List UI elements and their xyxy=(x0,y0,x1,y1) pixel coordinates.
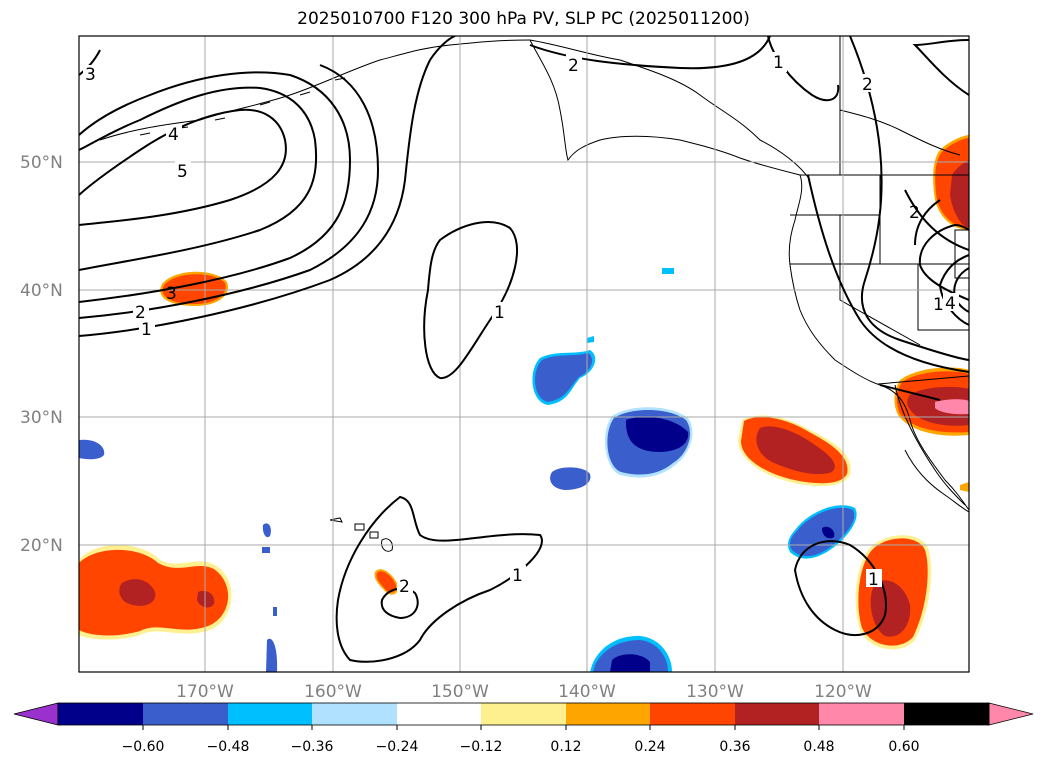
contour-line xyxy=(904,189,969,251)
colorbar-extend-max xyxy=(988,702,1034,726)
pv-negative-region xyxy=(266,638,278,672)
colorbar-segment xyxy=(566,703,650,725)
colorbar-segment xyxy=(819,703,904,725)
contour-label: 1 xyxy=(868,570,879,590)
colorbar-tick-label: −0.36 xyxy=(291,739,334,755)
pv-strong-negative-region xyxy=(822,526,835,539)
colorbar-tick-label: 0.60 xyxy=(888,739,919,755)
pv-strong-negative-region xyxy=(610,654,650,672)
latitude-labels: 50°N 40°N 30°N 20°N xyxy=(20,153,63,556)
contour-label: 4 xyxy=(945,294,956,314)
colorbar-tick-label: 0.24 xyxy=(634,739,665,755)
longitude-labels: 170°W 160°W 150°W 140°W 130°W 120°W xyxy=(176,682,872,702)
colorbar-segment xyxy=(228,703,312,725)
contour-line xyxy=(807,174,969,373)
slp-contours xyxy=(79,36,969,663)
pv-negative-region xyxy=(662,268,674,274)
colorbar-tick-label: −0.60 xyxy=(122,739,165,755)
contour-line xyxy=(79,49,101,76)
colorbar-tick-label: 0.12 xyxy=(550,739,581,755)
lat-label: 40°N xyxy=(20,281,63,301)
pv-extreme-region xyxy=(935,399,969,415)
pv-negative-region xyxy=(587,336,594,343)
lon-label: 130°W xyxy=(686,682,744,702)
colorbar-segment xyxy=(904,703,989,725)
colorbar-tick-label: 0.48 xyxy=(803,739,834,755)
pv-positive-region xyxy=(960,482,969,492)
lat-label: 50°N xyxy=(20,153,63,173)
contour-labels: 3 4 5 3 2 1 1 2 1 2 2 4 1 2 1 xyxy=(83,52,959,597)
contour-label: 1 xyxy=(141,320,152,340)
contour-line xyxy=(849,36,969,361)
contour-label: 1 xyxy=(494,303,505,323)
pv-positive-region xyxy=(376,571,397,593)
pv-shading xyxy=(79,135,969,672)
pv-strong-region xyxy=(119,579,156,606)
contour-line xyxy=(423,221,518,380)
colorbar-segment xyxy=(58,703,143,725)
lat-label: 20°N xyxy=(20,536,63,556)
coastlines xyxy=(99,36,969,552)
colorbar-tick-label: −0.24 xyxy=(376,739,419,755)
map-title: 2025010700 F120 300 hPa PV, SLP PC (2025… xyxy=(297,9,750,29)
contour-line xyxy=(914,199,941,246)
lon-label: 160°W xyxy=(304,682,362,702)
plot-border xyxy=(78,35,970,673)
colorbar-segment xyxy=(312,703,397,725)
contour-line xyxy=(79,86,318,271)
lat-label: 30°N xyxy=(20,408,63,428)
contour-label: 5 xyxy=(177,162,188,182)
colorbar-ticks xyxy=(142,725,905,730)
pv-negative-region xyxy=(273,607,277,616)
contour-label: 1 xyxy=(933,295,944,315)
lon-label: 150°W xyxy=(431,682,489,702)
contour-line xyxy=(793,540,887,636)
contour-label: 1 xyxy=(512,566,523,586)
contour-label: 2 xyxy=(862,75,873,95)
lon-label: 120°W xyxy=(814,682,872,702)
contour-label: 2 xyxy=(399,577,410,597)
contour-label: 2 xyxy=(135,303,146,323)
pv-strong-negative-region xyxy=(625,416,689,452)
contour-line xyxy=(938,254,969,326)
pv-strong-region xyxy=(950,160,969,228)
colorbar-segment xyxy=(735,703,819,725)
pv-strong-region xyxy=(197,590,215,608)
colorbar-tick-label: −0.12 xyxy=(460,739,503,755)
graticule xyxy=(79,36,969,672)
colorbar-segment xyxy=(397,703,481,725)
colorbar-tick-label: −0.48 xyxy=(207,739,250,755)
pv-negative-region xyxy=(79,439,105,460)
colorbar-extend-min xyxy=(13,702,59,726)
contour-line xyxy=(79,64,380,319)
colorbar: −0.60 −0.48 −0.36 −0.24 −0.12 0.12 0.24 … xyxy=(13,702,1034,755)
colorbar-tick-label: 0.36 xyxy=(719,739,750,755)
colorbar-segment xyxy=(650,703,735,725)
lon-label: 170°W xyxy=(176,682,234,702)
contour-label: 3 xyxy=(166,284,177,304)
lon-label: 140°W xyxy=(558,682,616,702)
pv-strong-region xyxy=(756,426,835,475)
contour-line xyxy=(912,39,969,96)
colorbar-segment xyxy=(481,703,566,725)
contour-line xyxy=(879,384,941,401)
pv-negative-region xyxy=(262,547,270,553)
pv-negative-region xyxy=(789,507,855,557)
contour-line xyxy=(79,108,287,226)
pv-negative-region xyxy=(535,353,593,402)
contour-label: 4 xyxy=(168,125,179,145)
pv-negative-region xyxy=(550,467,591,490)
contour-label: 3 xyxy=(85,65,96,85)
contour-line xyxy=(335,495,543,663)
contour-label: 1 xyxy=(773,53,784,73)
colorbar-segment xyxy=(143,703,228,725)
contour-line xyxy=(79,71,352,303)
contour-line xyxy=(79,36,456,337)
contour-label: 2 xyxy=(909,203,920,223)
pv-negative-region xyxy=(262,523,271,538)
contour-label: 2 xyxy=(568,56,579,76)
